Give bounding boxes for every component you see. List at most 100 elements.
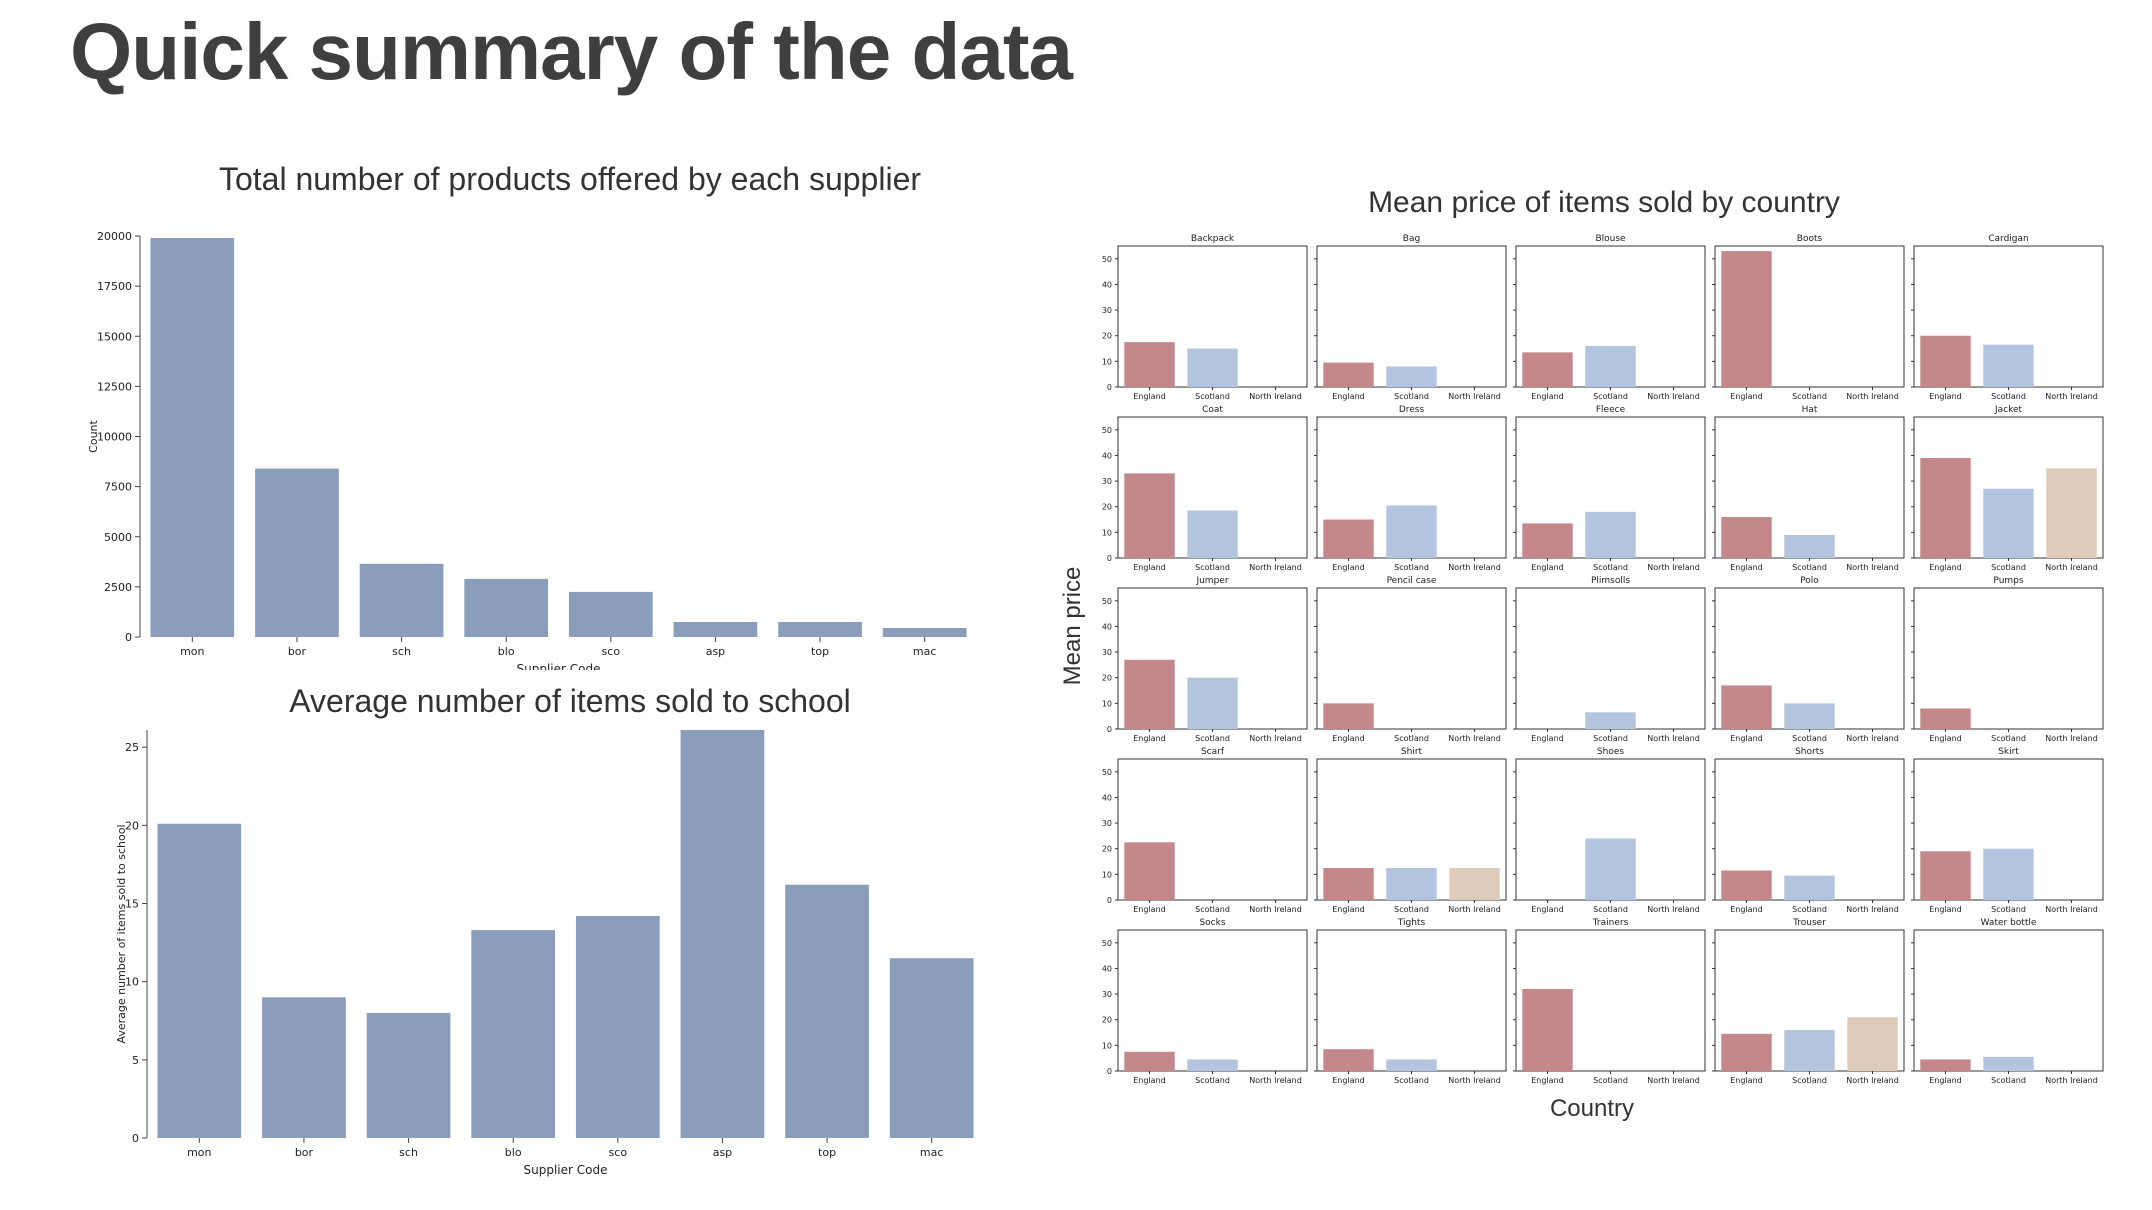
bar-england bbox=[1920, 458, 1971, 558]
panel-title: Coat bbox=[1202, 405, 1223, 415]
panel-title: Cardigan bbox=[1988, 234, 2029, 244]
panel-title: Trouser bbox=[1792, 918, 1826, 928]
y-axis-label: Mean price bbox=[1059, 567, 1086, 686]
bar-scotland bbox=[1983, 488, 2034, 558]
y-tick-label: 20 bbox=[1102, 332, 1112, 341]
bar-north-ireland bbox=[1847, 1017, 1898, 1071]
bar-north-ireland bbox=[2046, 468, 2097, 558]
x-tick-label: North Ireland bbox=[1448, 905, 1501, 914]
x-tick-label: Scotland bbox=[1195, 734, 1230, 743]
panel-title: Trainers bbox=[1592, 918, 1629, 928]
panel-title: Shoes bbox=[1597, 747, 1624, 757]
y-tick-label: 50 bbox=[1102, 768, 1112, 777]
x-tick-label: sch bbox=[392, 645, 411, 658]
panel-title: Pencil case bbox=[1387, 576, 1437, 586]
bar-sch bbox=[359, 563, 444, 637]
y-tick-label: 20000 bbox=[97, 230, 132, 243]
bar-england bbox=[1522, 352, 1573, 387]
x-tick-label: England bbox=[1730, 1076, 1762, 1085]
bar-england bbox=[1920, 1059, 1971, 1071]
y-tick-label: 15 bbox=[125, 898, 139, 911]
x-tick-label: England bbox=[1332, 563, 1364, 572]
chart-title: Mean price of items sold by country bbox=[1368, 186, 1840, 219]
bar-scotland bbox=[1386, 1059, 1437, 1071]
bar-scotland bbox=[1187, 677, 1238, 729]
bar-england bbox=[1920, 335, 1971, 387]
x-tick-label: North Ireland bbox=[1448, 734, 1501, 743]
x-tick-label: North Ireland bbox=[2045, 1076, 2098, 1085]
y-tick-label: 40 bbox=[1102, 280, 1112, 289]
bar-england bbox=[1124, 1051, 1175, 1071]
bar-scotland bbox=[1386, 867, 1437, 900]
bar-england bbox=[1721, 516, 1772, 558]
y-tick-label: 0 bbox=[1107, 1067, 1112, 1076]
x-tick-label: Scotland bbox=[1593, 905, 1628, 914]
x-tick-label: sco bbox=[609, 1146, 628, 1159]
bar-scotland bbox=[1784, 703, 1835, 729]
bar-england bbox=[1323, 867, 1374, 900]
y-tick-label: 10000 bbox=[97, 431, 132, 444]
x-tick-label: England bbox=[1730, 563, 1762, 572]
y-tick-label: 5000 bbox=[104, 531, 132, 544]
bar-england bbox=[1721, 685, 1772, 729]
panel-title: Tights bbox=[1397, 918, 1426, 928]
y-tick-label: 50 bbox=[1102, 255, 1112, 264]
y-axis-label: Count bbox=[87, 419, 100, 452]
bar-england bbox=[1124, 842, 1175, 900]
y-tick-label: 30 bbox=[1102, 477, 1112, 486]
panel-pumps-frame bbox=[1913, 587, 2104, 730]
x-axis-label: Supplier Code bbox=[524, 1163, 608, 1177]
y-tick-label: 30 bbox=[1102, 819, 1112, 828]
x-tick-label: bor bbox=[288, 645, 307, 658]
x-tick-label: Scotland bbox=[1991, 905, 2026, 914]
bar-england bbox=[1721, 251, 1772, 387]
bar-england bbox=[1323, 519, 1374, 558]
bar-scotland bbox=[1187, 348, 1238, 387]
y-tick-label: 40 bbox=[1102, 793, 1112, 802]
mean-price-chart: Mean price of items sold by country Backp… bbox=[1059, 186, 2104, 1122]
x-tick-label: England bbox=[1133, 734, 1165, 743]
panel-title: Shirt bbox=[1401, 747, 1423, 757]
x-tick-label: North Ireland bbox=[1647, 734, 1700, 743]
x-tick-label: mac bbox=[913, 645, 937, 658]
bar-scotland bbox=[1784, 875, 1835, 900]
y-tick-label: 0 bbox=[1107, 383, 1112, 392]
x-tick-label: England bbox=[1929, 1076, 1961, 1085]
y-tick-label: 0 bbox=[132, 1132, 139, 1145]
bar-top bbox=[785, 884, 869, 1138]
panel-title: Skirt bbox=[1998, 747, 2019, 757]
y-tick-label: 10 bbox=[1102, 357, 1112, 366]
bar-scotland bbox=[1585, 511, 1636, 558]
x-tick-label: Scotland bbox=[1991, 563, 2026, 572]
x-tick-label: England bbox=[1133, 392, 1165, 401]
x-tick-label: Scotland bbox=[1792, 734, 1827, 743]
bar-scotland bbox=[1585, 838, 1636, 900]
x-tick-label: Scotland bbox=[1394, 905, 1429, 914]
supplier-products-chart: Total number of products offered by each… bbox=[87, 161, 967, 670]
y-tick-label: 2500 bbox=[104, 581, 132, 594]
x-tick-label: England bbox=[1531, 734, 1563, 743]
bar-scotland bbox=[1187, 1059, 1238, 1071]
x-axis-label: Country bbox=[1550, 1095, 1634, 1122]
bar-asp bbox=[673, 621, 758, 637]
y-tick-label: 50 bbox=[1102, 597, 1112, 606]
panel-title: Boots bbox=[1797, 234, 1823, 244]
bar-bor bbox=[255, 468, 339, 637]
x-tick-label: North Ireland bbox=[1249, 734, 1302, 743]
bar-scotland bbox=[1187, 510, 1238, 558]
x-tick-label: Scotland bbox=[1394, 734, 1429, 743]
bar-top bbox=[778, 621, 862, 637]
x-tick-label: Scotland bbox=[1394, 392, 1429, 401]
chart-title: Average number of items sold to school bbox=[289, 683, 850, 719]
bar-england bbox=[1920, 708, 1971, 729]
bar-mac bbox=[889, 958, 974, 1138]
bar-mon bbox=[150, 238, 235, 637]
y-tick-label: 10 bbox=[1102, 1041, 1112, 1050]
y-tick-label: 30 bbox=[1102, 648, 1112, 657]
bar-mon bbox=[157, 823, 242, 1138]
y-axis-label: Average number of items sold to school bbox=[115, 824, 128, 1043]
bar-england bbox=[1721, 1033, 1772, 1071]
x-tick-label: England bbox=[1133, 905, 1165, 914]
x-tick-label: North Ireland bbox=[1846, 734, 1899, 743]
x-tick-label: Scotland bbox=[1195, 905, 1230, 914]
